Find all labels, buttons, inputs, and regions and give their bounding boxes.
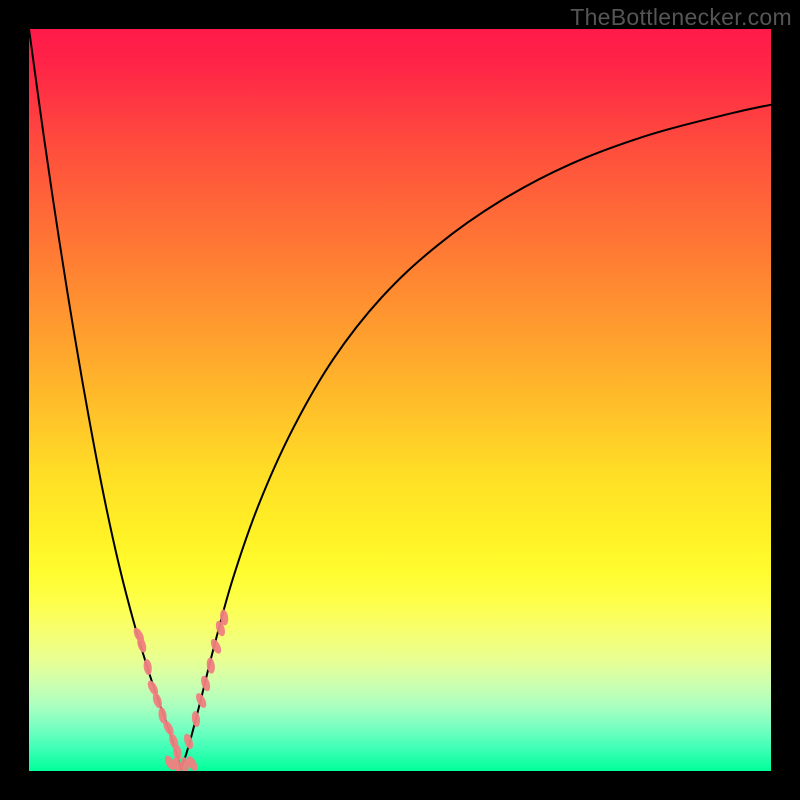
chart-svg bbox=[0, 0, 800, 800]
chart-frame: TheBottlenecker.com bbox=[0, 0, 800, 800]
plot-background bbox=[29, 29, 771, 771]
watermark-text: TheBottlenecker.com bbox=[570, 4, 792, 31]
